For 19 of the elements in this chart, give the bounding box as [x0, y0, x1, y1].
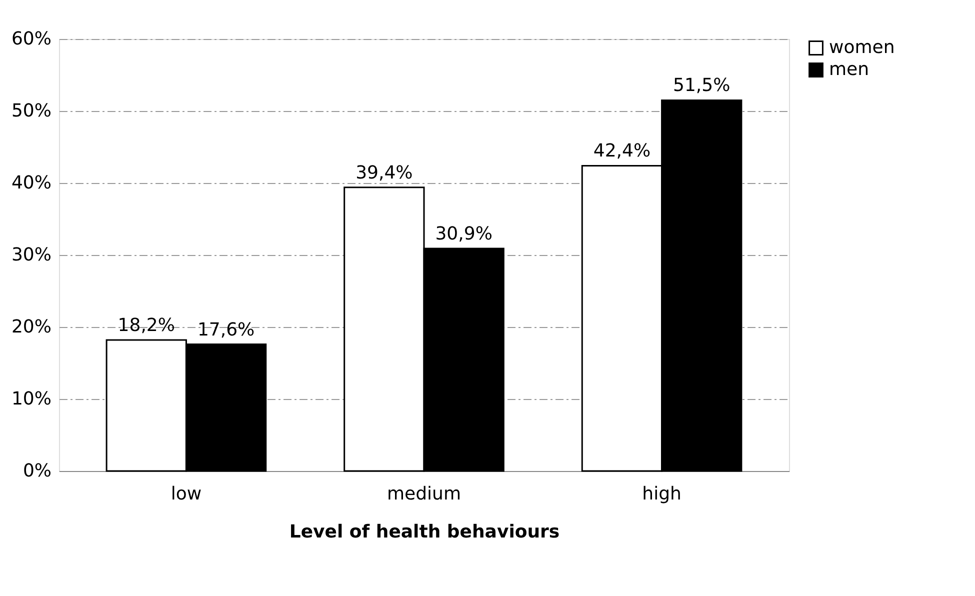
data-label: 51,5%: [673, 75, 730, 96]
y-tick-label: 0%: [22, 460, 52, 482]
data-label: 39,4%: [356, 162, 413, 184]
x-axis-title: Level of health behaviours: [289, 522, 560, 542]
legend-label: men: [829, 59, 870, 80]
y-tick-label: 10%: [11, 388, 52, 410]
y-tick-label: 40%: [11, 172, 52, 194]
x-tick-label: high: [642, 484, 682, 504]
x-tick-label: low: [170, 484, 202, 504]
data-label: 18,2%: [118, 314, 175, 336]
y-tick-label: 20%: [11, 316, 52, 338]
y-tick-label: 30%: [11, 244, 52, 266]
y-tick-label: 50%: [11, 100, 52, 122]
data-label: 42,4%: [593, 140, 651, 162]
legend-label: women: [829, 37, 895, 58]
data-label: 30,9%: [435, 224, 492, 245]
data-label: 17,6%: [197, 319, 255, 340]
x-tick-label: medium: [387, 484, 461, 504]
y-tick-label: 60%: [11, 28, 52, 50]
